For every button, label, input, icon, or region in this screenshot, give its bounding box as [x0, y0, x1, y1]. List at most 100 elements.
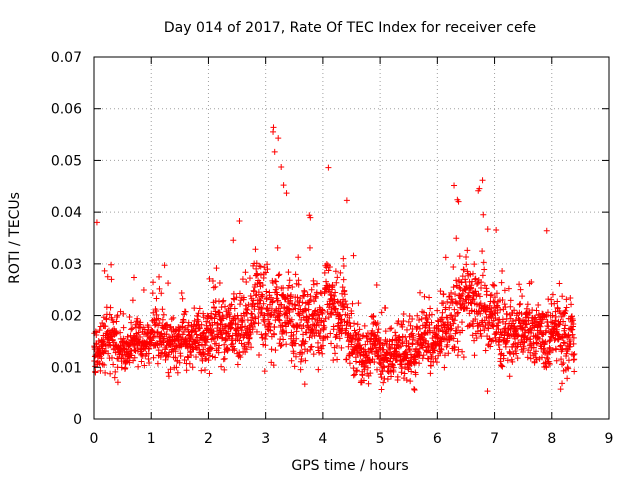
data-point [570, 320, 577, 327]
data-point [283, 341, 290, 348]
data-point [167, 324, 174, 331]
data-point [346, 360, 353, 367]
data-point [565, 365, 572, 372]
data-point [336, 335, 343, 342]
data-point [458, 319, 465, 326]
data-point [543, 364, 550, 371]
data-point [543, 327, 550, 334]
data-point [416, 360, 423, 367]
data-point [286, 309, 293, 316]
data-point [253, 328, 260, 335]
data-point [374, 366, 381, 373]
data-point [544, 309, 551, 316]
data-point [185, 322, 192, 329]
data-point [469, 296, 476, 303]
data-point [498, 279, 505, 286]
data-point [240, 294, 247, 301]
data-point [271, 309, 278, 316]
data-point [520, 349, 527, 356]
data-point [290, 331, 297, 338]
data-point [402, 364, 409, 371]
data-point [542, 338, 549, 345]
data-point [484, 226, 491, 233]
data-point [99, 320, 106, 327]
data-point [145, 350, 152, 357]
data-point [277, 342, 284, 349]
data-point [316, 349, 323, 356]
data-point [276, 271, 283, 278]
data-point [475, 290, 482, 297]
data-point [432, 355, 439, 362]
data-point [354, 367, 361, 374]
data-point [479, 248, 486, 255]
data-point [460, 354, 467, 361]
data-point [120, 335, 127, 342]
data-point [231, 345, 238, 352]
data-point [196, 305, 203, 312]
data-point [499, 363, 506, 370]
data-point [259, 282, 266, 289]
data-point [268, 346, 275, 353]
data-point [357, 342, 364, 349]
data-point [174, 369, 181, 376]
data-point [250, 297, 257, 304]
data-point [104, 273, 111, 280]
data-point [360, 332, 367, 339]
data-point [207, 344, 214, 351]
data-point [304, 319, 311, 326]
data-point [308, 343, 315, 350]
data-point [443, 330, 450, 337]
data-point [261, 264, 268, 271]
data-point [476, 185, 483, 192]
data-point [414, 312, 421, 319]
data-point [214, 320, 221, 327]
data-point [155, 347, 162, 354]
data-point [434, 307, 441, 314]
data-point [514, 355, 521, 362]
data-point [158, 330, 165, 337]
data-point [114, 312, 121, 319]
data-point [459, 297, 466, 304]
data-point [384, 376, 391, 383]
data-point [535, 301, 542, 308]
data-point [411, 387, 418, 394]
data-point [216, 280, 223, 287]
data-point [160, 311, 167, 318]
data-point [428, 353, 435, 360]
data-point [340, 276, 347, 283]
data-point [343, 322, 350, 329]
data-point [455, 309, 462, 316]
data-point [464, 305, 471, 312]
data-point [102, 369, 109, 376]
data-point [228, 324, 235, 331]
data-point [427, 305, 434, 312]
data-point [494, 309, 501, 316]
data-point [146, 360, 153, 367]
data-point [378, 309, 385, 316]
data-point [137, 319, 144, 326]
data-point [516, 281, 523, 288]
data-point [507, 303, 514, 310]
data-point [220, 315, 227, 322]
data-point [400, 318, 407, 325]
data-point [282, 296, 289, 303]
data-point [126, 359, 133, 366]
data-point [203, 339, 210, 346]
data-point [279, 327, 286, 334]
data-point [517, 300, 524, 307]
data-point [450, 335, 457, 342]
data-point [213, 340, 220, 347]
data-point [481, 317, 488, 324]
data-point [545, 323, 552, 330]
data-point [234, 325, 241, 332]
data-point [455, 198, 462, 205]
data-point [338, 330, 345, 337]
data-point [165, 373, 172, 380]
data-point [183, 367, 190, 374]
data-point [156, 285, 163, 292]
data-point [101, 267, 108, 274]
data-point [453, 327, 460, 334]
data-point [569, 331, 576, 338]
data-point [301, 381, 308, 388]
data-point [471, 352, 478, 359]
